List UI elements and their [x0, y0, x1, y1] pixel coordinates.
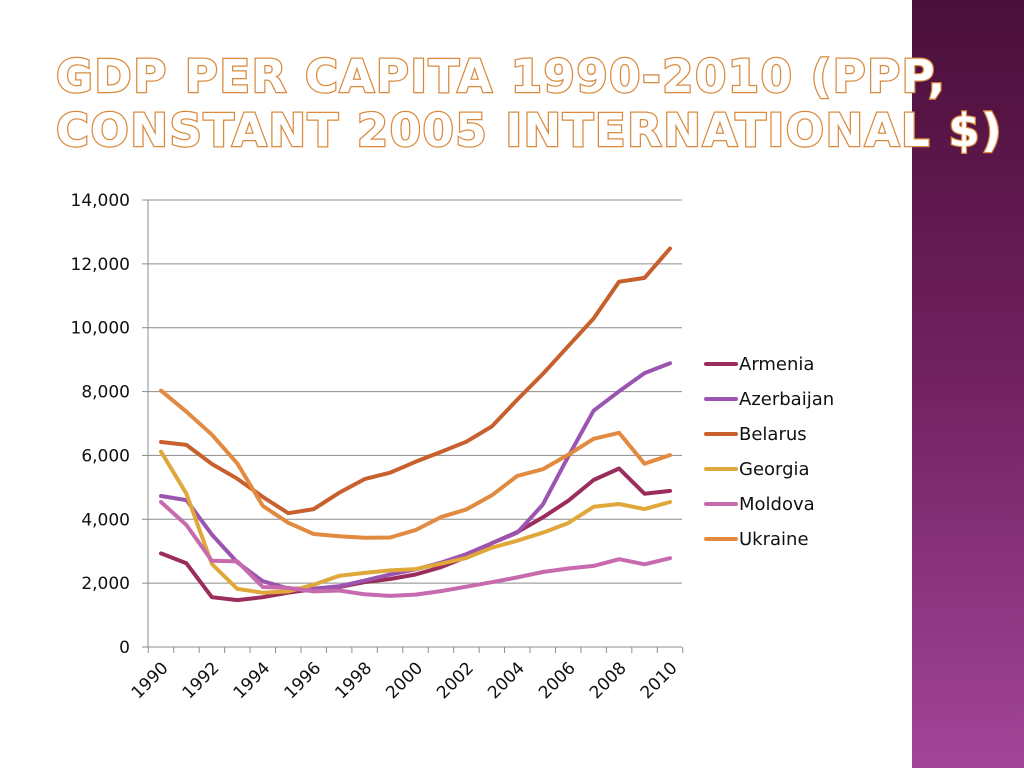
x-tick-label-1998: 1998: [331, 658, 376, 703]
x-axis-tick-labels: 1990 1992 1994 1996 1998 2000 2002 2004 2006 2008…: [128, 658, 682, 703]
x-tick-label-1992: 1992: [179, 658, 224, 703]
x-tick-label-2010: 2010: [637, 658, 682, 703]
title-line-2: constant 2005 international $): [55, 103, 1004, 159]
series-line-azerbaijan: [159, 361, 672, 591]
legend-label-georgia: Georgia: [739, 459, 810, 480]
chart-legend: Armenia Azerbaijan Belarus Georgia Moldova Uk…: [704, 354, 834, 550]
legend-label-ukraine: Ukraine: [739, 529, 809, 550]
slide-title: GDP per capita 1990-2010 (PPP, constant …: [55, 49, 1004, 159]
x-tick-label-2004: 2004: [484, 658, 529, 703]
legend-label-belarus: Belarus: [739, 424, 807, 445]
title-line-1: GDP per capita 1990-2010 (PPP,: [55, 49, 947, 105]
y-axis-tick-labels: 0 2,000 4,000 6,000 8,000 10,000 12,000 14,000: [71, 191, 130, 658]
y-tick-label-6000: 6,000: [81, 446, 130, 466]
x-tick-label-1990: 1990: [128, 658, 173, 703]
legend-label-moldova: Moldova: [739, 494, 815, 515]
series-line-moldova: [159, 500, 672, 598]
x-tick-label-2002: 2002: [433, 658, 478, 703]
legend-label-armenia: Armenia: [739, 354, 814, 375]
legend-label-azerbaijan: Azerbaijan: [739, 389, 834, 410]
series-line-belarus: [159, 246, 672, 516]
x-tick-label-2000: 2000: [382, 658, 427, 703]
chart-series: [159, 246, 672, 603]
side-decoration-band: [912, 0, 1024, 768]
series-line-ukraine: [159, 388, 672, 540]
series-line-armenia: [159, 466, 672, 603]
y-tick-label-12000: 12,000: [71, 255, 130, 275]
x-tick-label-1996: 1996: [281, 658, 326, 703]
y-tick-label-2000: 2,000: [81, 574, 130, 594]
y-tick-label-0: 0: [119, 638, 130, 658]
chart-axes: [142, 199, 684, 653]
x-tick-label-1994: 1994: [230, 658, 275, 703]
x-tick-label-2006: 2006: [535, 658, 580, 703]
x-tick-label-2008: 2008: [586, 658, 631, 703]
y-tick-label-8000: 8,000: [81, 383, 130, 403]
y-tick-label-10000: 10,000: [71, 319, 130, 339]
chart-gridlines: [148, 199, 682, 584]
y-tick-label-4000: 4,000: [81, 510, 130, 530]
y-tick-label-14000: 14,000: [71, 191, 130, 211]
series-line-georgia: [159, 449, 672, 595]
